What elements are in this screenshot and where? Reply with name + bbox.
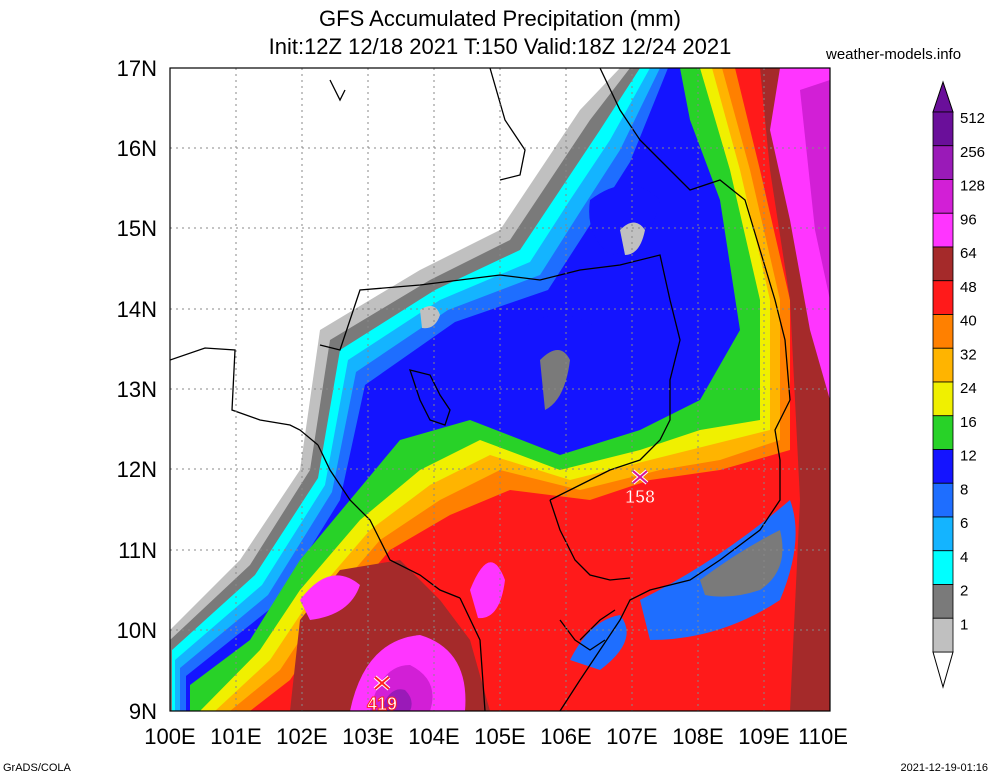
legend-color-box bbox=[932, 280, 954, 315]
lon-label: 103E bbox=[342, 724, 393, 749]
footer-credit: GrADS/COLA bbox=[3, 762, 71, 774]
max-value-label: 158 bbox=[625, 487, 655, 507]
lon-label: 100E bbox=[144, 724, 195, 749]
legend-color-box bbox=[932, 584, 954, 619]
lon-label: 102E bbox=[276, 724, 327, 749]
lon-label: 110E bbox=[798, 724, 848, 749]
legend-color-box bbox=[932, 381, 954, 417]
legend-level-label: 24 bbox=[960, 380, 977, 397]
legend-color-box bbox=[932, 617, 954, 653]
lat-label: 13N bbox=[117, 377, 157, 402]
legend-level-label: 48 bbox=[960, 279, 977, 296]
lat-label: 15N bbox=[117, 216, 157, 241]
legend-level-label: 256 bbox=[960, 144, 985, 161]
lat-label: 9N bbox=[129, 699, 157, 724]
legend-color-box bbox=[932, 415, 954, 450]
legend-level-label: 16 bbox=[960, 414, 977, 431]
legend-level-label: 128 bbox=[960, 178, 985, 195]
map-subtitle: Init:12Z 12/18 2021 T:150 Valid:18Z 12/2… bbox=[268, 34, 732, 59]
legend-level-label: 12 bbox=[960, 448, 977, 465]
legend-level-label: 96 bbox=[960, 211, 977, 228]
legend-color-box bbox=[932, 212, 954, 248]
legend-level-label: 512 bbox=[960, 110, 985, 127]
legend-color-box bbox=[932, 347, 954, 383]
legend-color-box bbox=[932, 314, 954, 349]
legend-level-label: 4 bbox=[960, 549, 968, 566]
max-marker-2: 419 bbox=[366, 675, 398, 715]
lon-label: 105E bbox=[474, 724, 525, 749]
lon-label: 107E bbox=[606, 724, 657, 749]
legend-color-box bbox=[932, 449, 954, 484]
lon-label: 101E bbox=[210, 724, 261, 749]
legend-level-label: 1 bbox=[960, 616, 968, 633]
legend-color-box bbox=[932, 516, 954, 552]
lat-label: 10N bbox=[117, 618, 157, 643]
lon-label: 104E bbox=[408, 724, 459, 749]
lat-label: 14N bbox=[117, 297, 157, 322]
footer-timestamp: 2021-12-19-01:16 bbox=[900, 762, 988, 774]
legend-level-label: 6 bbox=[960, 515, 968, 532]
legend-level-label: 8 bbox=[960, 481, 968, 498]
lat-label: 17N bbox=[117, 56, 157, 81]
lat-label: 16N bbox=[117, 136, 157, 161]
lon-label: 108E bbox=[672, 724, 723, 749]
max-marker-1: 158 bbox=[624, 469, 656, 508]
lat-axis: 17N 16N 15N 14N 13N 12N 11N 10N 9N bbox=[117, 56, 157, 724]
legend-color-box bbox=[932, 179, 954, 214]
lon-label: 109E bbox=[738, 724, 789, 749]
lon-label: 106E bbox=[540, 724, 591, 749]
legend-arrow-top bbox=[932, 80, 954, 113]
site-name: weather-models.info bbox=[826, 46, 962, 63]
plot-frame bbox=[169, 67, 831, 712]
map-title: GFS Accumulated Precipitation (mm) bbox=[319, 6, 681, 31]
lat-label: 12N bbox=[117, 457, 157, 482]
legend-level-label: 64 bbox=[960, 245, 977, 262]
legend-arrow-bottom bbox=[932, 651, 954, 689]
legend-level-label: 2 bbox=[960, 583, 968, 600]
legend-level-label: 32 bbox=[960, 346, 977, 363]
legend-color-box bbox=[932, 482, 954, 518]
grid-lines bbox=[170, 68, 830, 711]
legend-color-box bbox=[932, 145, 954, 180]
legend-color-box bbox=[932, 550, 954, 585]
max-value-label: 419 bbox=[367, 694, 397, 714]
lon-axis: 100E 101E 102E 103E 104E 105E 106E 107E … bbox=[144, 724, 848, 749]
coastlines-borders bbox=[170, 68, 791, 711]
legend-color-box bbox=[932, 246, 954, 282]
legend-color-box bbox=[932, 111, 954, 147]
legend-level-label: 40 bbox=[960, 313, 977, 330]
lat-label: 11N bbox=[118, 538, 157, 563]
